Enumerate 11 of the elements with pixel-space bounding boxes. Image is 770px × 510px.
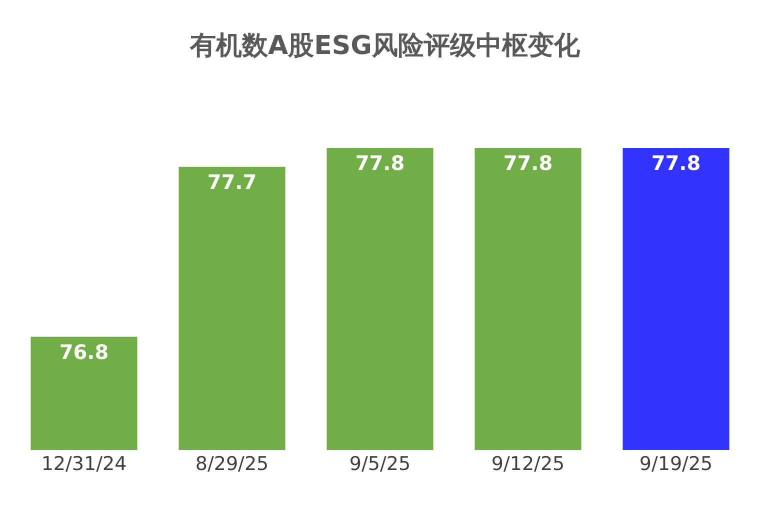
data-label: 77.8	[651, 151, 701, 175]
data-label: 77.8	[503, 151, 553, 175]
x-tick-label: 9/19/25	[639, 453, 713, 475]
x-tick-label: 12/31/24	[41, 453, 127, 475]
chart-title: 有机数A股ESG风险评级中枢变化	[189, 30, 581, 61]
x-tick-label: 9/5/25	[349, 453, 411, 475]
x-tick-label: 8/29/25	[195, 453, 269, 475]
data-label: 77.8	[355, 151, 405, 175]
x-tick-label: 9/12/25	[491, 453, 565, 475]
data-label: 76.8	[59, 340, 109, 364]
data-label: 77.7	[207, 170, 257, 194]
